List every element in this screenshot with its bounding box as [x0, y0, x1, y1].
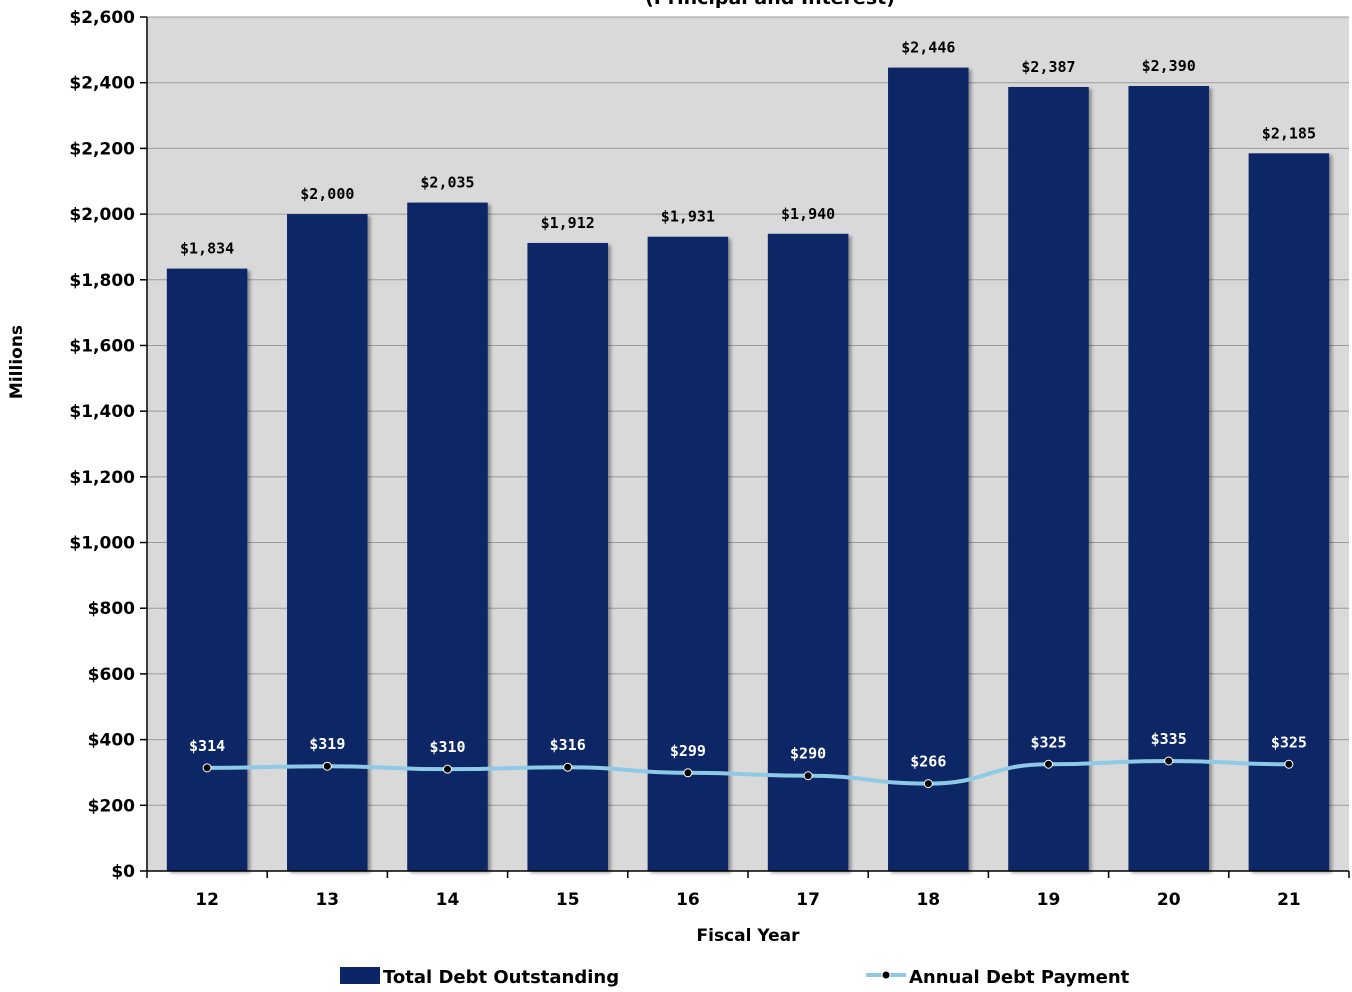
y-tick-label: $2,400 [69, 74, 135, 94]
bar-label: $2,185 [1262, 124, 1316, 142]
line-point [683, 768, 693, 778]
bar-label: $1,834 [180, 240, 234, 258]
line-point [923, 779, 933, 789]
bar [287, 214, 368, 872]
bar-label: $2,000 [300, 185, 354, 203]
bar [1248, 153, 1330, 872]
x-tick-label: 15 [556, 890, 580, 910]
bar [767, 233, 849, 872]
legend: Total Debt Outstanding Annual Debt Paymen… [340, 967, 1130, 988]
legend-label-line: Annual Debt Payment [909, 967, 1130, 988]
line-point [202, 763, 212, 773]
y-tick-label: $1,000 [69, 534, 135, 554]
legend-label-bars: Total Debt Outstanding [383, 967, 619, 988]
bar-label: $2,035 [420, 174, 474, 192]
x-tick-label: 21 [1277, 890, 1301, 910]
line-path [205, 758, 1291, 786]
bar-label: $1,912 [541, 214, 595, 232]
line-point [322, 761, 332, 771]
line-point [803, 771, 813, 781]
y-tick-label: $1,400 [69, 402, 135, 422]
bar [1008, 86, 1089, 872]
x-axis-title: Fiscal Year [697, 926, 801, 946]
line-label: $299 [670, 742, 706, 760]
bar [166, 268, 248, 871]
line-point [1044, 759, 1053, 769]
legend-swatch-marker [881, 970, 891, 980]
bar-series [166, 67, 1330, 872]
y-tick-label: $2,000 [69, 205, 135, 225]
y-tick-label: $400 [88, 731, 135, 751]
y-tick-label: $1,200 [69, 468, 135, 488]
y-tick-label: $0 [111, 862, 135, 882]
line-label: $325 [1271, 733, 1307, 751]
line-label: $310 [429, 738, 465, 756]
axes: $0 $200 $400 $600 $800 $1,000 $1,200 $1,400 $1,6… [69, 8, 1350, 910]
x-tick-label: 16 [676, 890, 700, 910]
line-label: $335 [1151, 730, 1187, 748]
data-labels: $1,834 $2,000 $2,035 $1,912 $1,931 $1,940 $2,4… [180, 39, 1316, 771]
line-point [563, 762, 573, 772]
x-tick-label: 19 [1037, 890, 1061, 910]
bar [888, 67, 969, 872]
bar-label: $2,387 [1021, 58, 1075, 76]
y-tick-label: $1,800 [69, 271, 135, 291]
bar-label: $2,390 [1142, 57, 1196, 75]
line-label: $266 [910, 753, 946, 771]
line-point [1164, 756, 1174, 766]
y-tick-label: $800 [88, 599, 135, 619]
legend-swatch-bars [340, 967, 380, 984]
x-tick-label: 12 [195, 890, 219, 910]
x-tick-label: 14 [436, 890, 460, 910]
bar-label: $1,931 [661, 208, 715, 226]
y-tick-label: $200 [88, 796, 135, 816]
x-tick-label: 18 [916, 890, 940, 910]
line-point [443, 764, 452, 774]
y-tick-label: $2,600 [69, 8, 135, 28]
x-tick-label: 13 [315, 890, 339, 910]
y-tick-label: $600 [88, 665, 135, 685]
line-label: $316 [550, 736, 586, 754]
line-label: $325 [1030, 733, 1066, 751]
line-series [202, 756, 1294, 789]
x-tick-label: 17 [796, 890, 820, 910]
bar-label: $2,446 [901, 39, 955, 57]
bar [527, 242, 608, 871]
line-label: $314 [189, 737, 225, 755]
chart-title: (Principal and Interest) [645, 0, 895, 9]
line-label: $290 [790, 745, 826, 763]
bar-label: $1,940 [781, 205, 835, 223]
y-tick-label: $2,200 [69, 139, 135, 159]
x-tick-label: 20 [1157, 890, 1181, 910]
line-point [1284, 759, 1294, 769]
y-tick-label: $1,600 [69, 336, 135, 356]
y-axis-title: Millions [7, 325, 27, 399]
bar [407, 202, 488, 872]
bar [647, 236, 729, 871]
line-label: $319 [309, 735, 345, 753]
bar [1128, 85, 1209, 871]
